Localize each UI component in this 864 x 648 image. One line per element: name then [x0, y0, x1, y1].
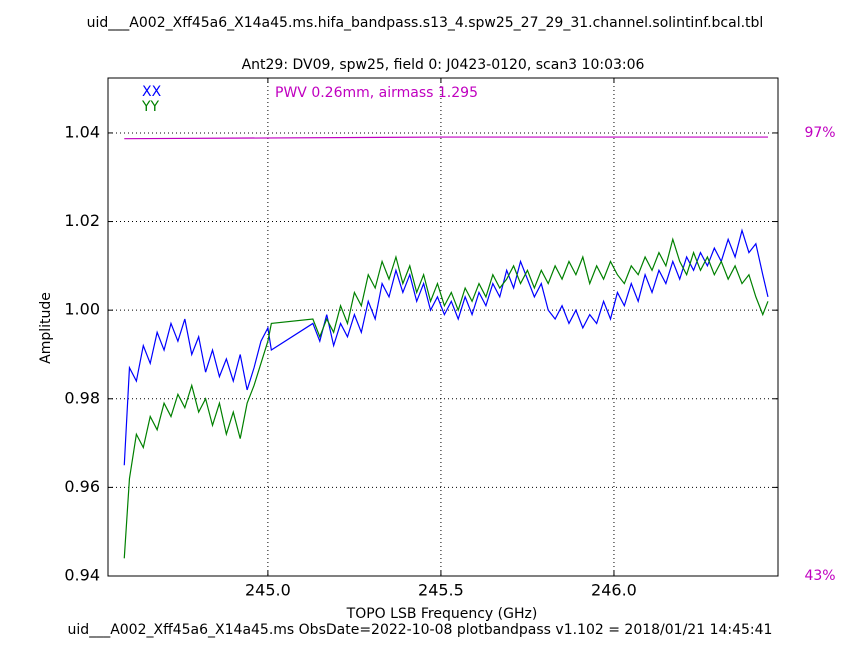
y-tick-label: 0.98	[64, 388, 100, 407]
series-line	[124, 136, 768, 140]
y2-tick-label: 97%	[804, 125, 835, 141]
plot-frame	[107, 77, 779, 577]
y-tick-label: 1.00	[64, 300, 100, 319]
legend-entry: YY	[141, 99, 160, 115]
y-axis-label: Amplitude	[38, 292, 54, 364]
x-axis-label: TOPO LSB Frequency (GHz)	[346, 606, 538, 622]
x-tick-label: 246.0	[591, 581, 637, 600]
chart-subtitle: Ant29: DV09, spw25, field 0: J0423-0120,…	[242, 57, 645, 73]
x-tick-label: 245.5	[418, 581, 464, 600]
annotation: PWV 0.26mm, airmass 1.295	[275, 85, 478, 101]
y-tick-label: 0.96	[64, 477, 100, 496]
legend-entry: XX	[142, 84, 162, 100]
y-tick-label: 1.04	[64, 122, 100, 141]
x-tick-label: 245.0	[245, 581, 291, 600]
y-tick-label: 1.02	[64, 211, 100, 230]
series-line	[123, 237, 769, 559]
chart-title: uid___A002_Xff45a6_X14a45.ms.hifa_bandpa…	[87, 15, 764, 31]
y2-tick-label: 43%	[804, 568, 835, 584]
series-line	[123, 228, 769, 466]
footer: uid___A002_Xff45a6_X14a45.ms ObsDate=202…	[68, 622, 773, 638]
y-tick-label: 0.94	[64, 566, 100, 585]
